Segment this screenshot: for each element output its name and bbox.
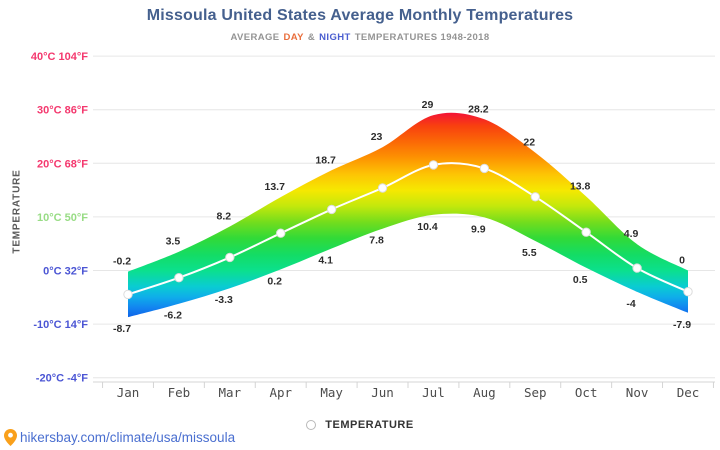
day-temp-label: 3.5 xyxy=(166,236,181,248)
temperature-point[interactable] xyxy=(174,273,184,283)
night-temp-label: -8.7 xyxy=(113,323,131,335)
day-temp-label: 8.2 xyxy=(217,211,232,223)
temperature-point[interactable] xyxy=(530,192,540,202)
month-label: Oct xyxy=(575,385,598,400)
subtitle-average: AVERAGE xyxy=(230,32,280,43)
y-tick-label: 30°C 86°F xyxy=(37,105,88,117)
subtitle-ampersand: & xyxy=(307,32,316,43)
day-temp-label: 29 xyxy=(422,99,434,111)
subtitle-period: TEMPERATURES 1948-2018 xyxy=(354,32,490,43)
source-url: hikersbay.com/climate/usa/missoula xyxy=(20,430,236,445)
temperature-point[interactable] xyxy=(377,183,388,193)
subtitle-day: DAY xyxy=(283,32,304,43)
month-label: Sep xyxy=(524,385,547,400)
day-temp-label: -0.2 xyxy=(113,256,131,268)
day-temp-label: 28.2 xyxy=(468,103,489,115)
temperature-band xyxy=(128,112,688,318)
month-label: Feb xyxy=(168,385,191,400)
night-temp-label: -4 xyxy=(626,298,635,310)
month-label: Jul xyxy=(422,385,445,400)
page-title: Missoula United States Average Monthly T… xyxy=(146,7,574,24)
night-temp-label: -3.3 xyxy=(215,294,233,306)
day-temp-label: 0 xyxy=(679,255,685,267)
y-tick-label: 10°C 50°F xyxy=(37,212,88,224)
temperature-point[interactable] xyxy=(326,204,337,215)
y-tick-label: 0°C 32°F xyxy=(43,266,88,278)
day-temp-label: 22 xyxy=(523,137,535,149)
location-pin-icon xyxy=(4,429,17,446)
day-temp-label: 13.8 xyxy=(570,181,591,193)
chart-legend[interactable]: TEMPERATURE xyxy=(0,417,720,433)
chart-subtitle: AVERAGE DAY & NIGHT TEMPERATURES 1948-2018 xyxy=(0,32,720,43)
night-temp-label: -7.9 xyxy=(673,319,691,331)
night-temp-label: 4.1 xyxy=(318,255,333,267)
legend-label: TEMPERATURE xyxy=(325,419,414,431)
month-label: Jun xyxy=(371,385,394,400)
month-label: Jan xyxy=(117,385,140,400)
temperature-point[interactable] xyxy=(428,160,439,170)
month-label: Apr xyxy=(269,385,292,400)
month-label: Nov xyxy=(626,385,649,400)
y-tick-label: -20°C -4°F xyxy=(36,373,88,385)
temperature-point[interactable] xyxy=(225,252,235,263)
night-temp-label: 9.9 xyxy=(471,223,486,235)
day-temp-label: 4.9 xyxy=(624,228,639,240)
source-link[interactable]: hikersbay.com/climate/usa/missoula xyxy=(4,429,235,446)
night-temp-label: -6.2 xyxy=(164,310,182,322)
day-temp-label: 13.7 xyxy=(265,181,286,193)
temperature-point[interactable] xyxy=(123,289,133,300)
night-temp-label: 10.4 xyxy=(417,221,438,233)
night-temp-label: 5.5 xyxy=(522,247,537,259)
y-tick-label: 40°C 104°F xyxy=(31,51,88,63)
day-temp-label: 23 xyxy=(371,131,383,143)
day-temp-label: 18.7 xyxy=(315,154,336,166)
y-tick-label: 20°C 68°F xyxy=(37,158,88,170)
month-label: May xyxy=(320,385,343,400)
temperature-point[interactable] xyxy=(683,287,693,297)
month-label: Aug xyxy=(473,385,496,400)
y-tick-label: -10°C 14°F xyxy=(33,319,88,331)
subtitle-night: NIGHT xyxy=(319,32,351,43)
legend-marker-icon xyxy=(306,420,317,430)
temperature-point[interactable] xyxy=(479,163,490,174)
temperature-point[interactable] xyxy=(632,263,642,273)
month-label: Mar xyxy=(219,385,242,400)
night-temp-label: 0.5 xyxy=(573,274,588,286)
temperature-point[interactable] xyxy=(581,227,591,237)
night-temp-label: 7.8 xyxy=(369,235,384,247)
night-temp-label: 0.2 xyxy=(267,275,282,287)
month-label: Dec xyxy=(677,385,700,400)
temperature-point[interactable] xyxy=(276,228,286,238)
